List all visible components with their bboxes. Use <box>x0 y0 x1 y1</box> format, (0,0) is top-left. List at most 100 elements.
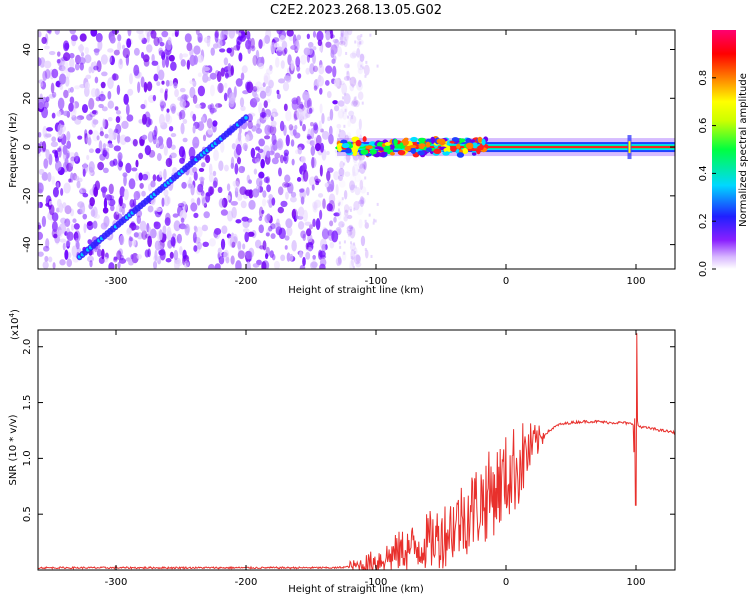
heatmap-cell <box>79 43 84 54</box>
heatmap-cell <box>212 180 218 189</box>
heatmap-tone-band <box>335 135 675 160</box>
heatmap-cell <box>186 59 190 70</box>
heatmap-cell <box>213 177 219 188</box>
heatmap-cell <box>298 103 304 109</box>
heatmap-cell <box>351 98 359 106</box>
heatmap-cell <box>245 39 252 50</box>
tone-blob <box>393 138 398 146</box>
heatmap-cell <box>315 218 321 230</box>
heatmap-cell <box>308 224 313 230</box>
heatmap-cell <box>339 179 346 188</box>
heatmap-cell <box>259 111 267 118</box>
heatmap-cell <box>256 177 263 187</box>
heatmap-cell <box>92 130 100 142</box>
heatmap-cell <box>88 148 94 154</box>
heatmap-cell <box>53 233 58 239</box>
heatmap-cell <box>245 250 253 260</box>
heatmap-cell <box>64 231 68 236</box>
heatmap-cell <box>328 193 336 205</box>
tone-blob <box>425 141 431 148</box>
x-tick-label: -300 <box>105 276 128 287</box>
tone-blob <box>471 142 478 149</box>
heatmap-cell <box>338 241 341 245</box>
heatmap-cell <box>341 223 344 227</box>
heatmap-cell <box>364 247 367 251</box>
heatmap-cell <box>366 192 369 196</box>
heatmap-cell <box>79 188 83 195</box>
heatmap-cell <box>192 231 197 244</box>
heatmap-cell <box>358 201 361 205</box>
heatmap-cell <box>179 209 187 221</box>
heatmap-cell <box>364 74 367 78</box>
heatmap-cell <box>343 240 346 244</box>
heatmap-cell <box>255 123 261 130</box>
heatmap-cell <box>305 186 310 196</box>
heatmap-cell <box>136 254 142 260</box>
heatmap-cell <box>347 136 350 140</box>
heatmap-cell <box>325 30 331 41</box>
heatmap-cell <box>147 235 152 248</box>
heatmap-cell <box>51 175 56 186</box>
heatmap-cell <box>296 64 301 72</box>
heatmap-cell <box>231 241 236 248</box>
heatmap-cell <box>258 171 265 179</box>
heatmap-noise-field <box>38 30 379 269</box>
heatmap-cell <box>238 250 245 259</box>
heatmap-cell <box>281 40 288 50</box>
heatmap-cell <box>358 178 365 183</box>
heatmap-cell <box>40 80 47 90</box>
heatmap-cell <box>226 183 231 192</box>
heatmap-cell <box>100 54 108 65</box>
heatmap-cell <box>181 149 186 161</box>
heatmap-cell <box>133 225 140 231</box>
heatmap-cell <box>319 87 323 95</box>
snr-x-ticks: -300 -200 -100 0 100 <box>105 330 646 588</box>
heatmap-cell <box>207 104 213 110</box>
heatmap-cell <box>253 168 258 175</box>
heatmap-cell <box>96 135 100 141</box>
heatmap-cell <box>138 152 144 160</box>
tone-blob <box>374 146 383 150</box>
heatmap-cell <box>240 200 247 209</box>
heatmap-cell <box>207 263 215 269</box>
heatmap-cell <box>189 47 194 57</box>
heatmap-cell <box>247 231 255 237</box>
heatmap-cell <box>263 100 268 108</box>
heatmap-cell <box>321 228 330 240</box>
heatmap-cell <box>52 262 56 269</box>
heatmap-cell <box>344 209 349 217</box>
x-tick-label: -100 <box>365 577 388 588</box>
heatmap-cell <box>66 131 71 141</box>
heatmap-cell <box>242 243 246 250</box>
snr-line <box>38 333 675 570</box>
heatmap-cell <box>158 142 165 150</box>
tone-blob <box>477 136 483 143</box>
heatmap-cell <box>62 110 71 117</box>
heatmap-cell <box>84 54 92 64</box>
heatmap-cell <box>291 239 297 252</box>
heatmap-cell <box>213 149 219 161</box>
heatmap-cell <box>264 34 271 44</box>
heatmap-cell <box>231 206 237 219</box>
heatmap-cell <box>300 54 307 65</box>
heatmap-cell <box>270 145 275 155</box>
heatmap-cell <box>359 163 366 174</box>
heatmap-cell <box>239 97 245 108</box>
heatmap-cell <box>232 180 237 187</box>
heatmap-cell <box>143 81 148 93</box>
heatmap-cell <box>89 111 96 118</box>
heatmap-cell <box>121 206 125 216</box>
heatmap-cell <box>235 78 243 87</box>
heatmap-cell <box>135 172 140 182</box>
heatmap-cell <box>147 205 154 213</box>
heatmap-cell <box>41 36 47 44</box>
heatmap-cell <box>332 100 338 105</box>
heatmap-cell <box>197 241 202 250</box>
heatmap-cell <box>238 52 243 62</box>
heatmap-cell <box>109 55 115 66</box>
heatmap-cell <box>163 145 168 156</box>
heatmap-cell <box>261 198 267 207</box>
heatmap-cell <box>264 252 269 260</box>
heatmap-cell <box>64 76 70 87</box>
